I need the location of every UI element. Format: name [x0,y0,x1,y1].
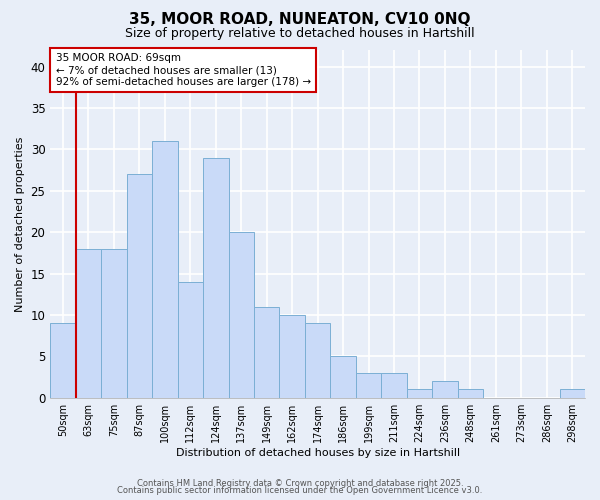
Bar [458,390,483,398]
Y-axis label: Number of detached properties: Number of detached properties [15,136,25,312]
Bar [101,248,127,398]
Bar [280,315,305,398]
Bar [50,323,76,398]
Bar [229,232,254,398]
Bar [432,381,458,398]
Text: Size of property relative to detached houses in Hartshill: Size of property relative to detached ho… [125,28,475,40]
Bar [178,282,203,398]
Bar [407,390,432,398]
Bar [152,141,178,398]
X-axis label: Distribution of detached houses by size in Hartshill: Distribution of detached houses by size … [176,448,460,458]
Bar [305,323,331,398]
Bar [382,373,407,398]
Bar [127,174,152,398]
Bar [356,373,382,398]
Bar [203,158,229,398]
Text: Contains public sector information licensed under the Open Government Licence v3: Contains public sector information licen… [118,486,482,495]
Text: Contains HM Land Registry data © Crown copyright and database right 2025.: Contains HM Land Registry data © Crown c… [137,478,463,488]
Bar [76,248,101,398]
Text: 35 MOOR ROAD: 69sqm
← 7% of detached houses are smaller (13)
92% of semi-detache: 35 MOOR ROAD: 69sqm ← 7% of detached hou… [56,54,311,86]
Text: 35, MOOR ROAD, NUNEATON, CV10 0NQ: 35, MOOR ROAD, NUNEATON, CV10 0NQ [129,12,471,28]
Bar [331,356,356,398]
Bar [560,390,585,398]
Bar [254,306,280,398]
